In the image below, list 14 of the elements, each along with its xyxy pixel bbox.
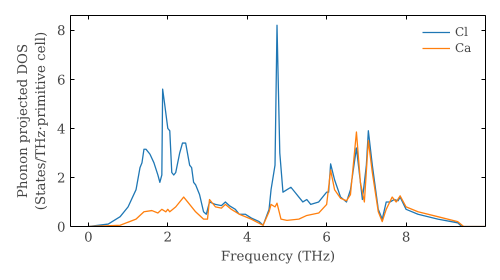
- y-tick-label: 4: [57, 122, 66, 138]
- x-tick-label: 8: [402, 230, 410, 246]
- y-tick-label: 8: [57, 24, 66, 40]
- y-tick-label: 0: [57, 220, 66, 236]
- legend-label: Ca: [455, 41, 472, 55]
- y-tick-label: 2: [57, 171, 66, 186]
- x-tick-label: 2: [164, 230, 172, 246]
- x-tick-label: 0: [84, 230, 93, 246]
- x-axis-title: Frequency (THz): [220, 250, 336, 264]
- y-axis-title: Phonon projected DOS (States/THz·primitive cell): [16, 32, 50, 210]
- legend-label: Cl: [455, 25, 470, 39]
- x-tick-label: 6: [322, 230, 331, 246]
- x-tick-label: 4: [242, 230, 252, 246]
- y-tick-label: 6: [57, 73, 66, 88]
